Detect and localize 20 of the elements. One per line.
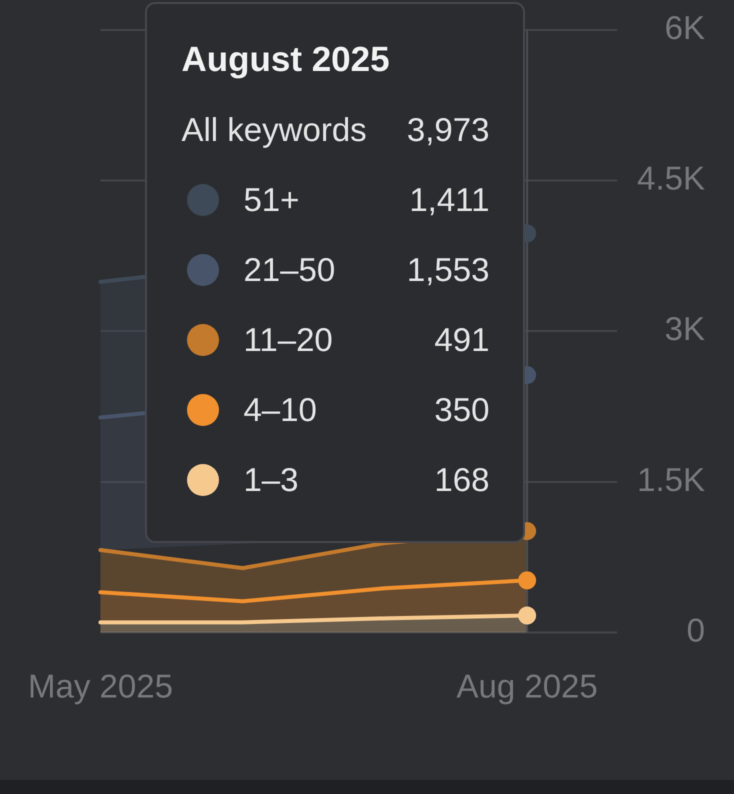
annotation: 350	[434, 391, 490, 429]
legend-title: August 2025	[181, 39, 391, 81]
x-tick-label: Aug 2025	[456, 667, 598, 704]
annotation: 1,411	[409, 181, 490, 219]
annotation: 1,553	[406, 251, 490, 289]
legend-label: 21–50	[243, 251, 336, 289]
legend-label: 1–3	[243, 461, 300, 499]
legend-label: 11–20	[243, 321, 334, 359]
legend-label: 4–10	[243, 391, 318, 429]
y-tick-label: 3K	[664, 310, 705, 348]
annotation: 168	[434, 461, 490, 499]
total-label: 3,973	[406, 111, 490, 149]
y-tick-label: 1.5K	[637, 460, 705, 498]
y-tick-label: 6K	[664, 8, 705, 46]
legend-label: 51+	[243, 181, 300, 219]
y-tick-label: 4.5K	[637, 160, 705, 197]
x-tick-label: May 2025	[28, 667, 173, 704]
y-tick-label: 0	[686, 611, 705, 648]
annotation: 491	[434, 321, 490, 359]
annotation: All keywords	[181, 111, 368, 149]
